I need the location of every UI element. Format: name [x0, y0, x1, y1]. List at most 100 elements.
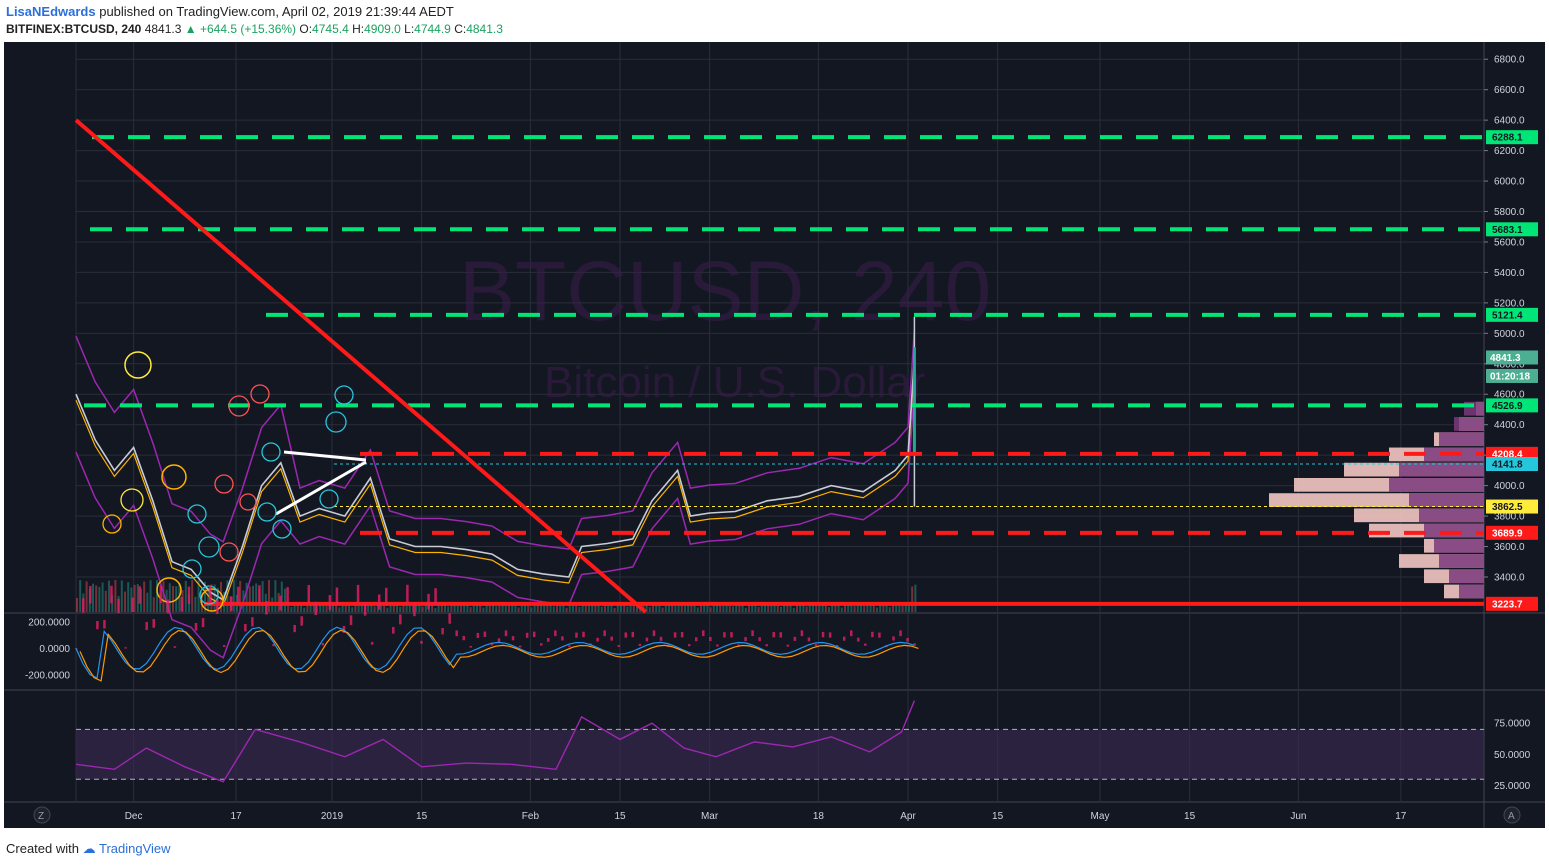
volume-bar: [690, 602, 693, 612]
level-tag: [1486, 222, 1538, 237]
horizontal-levels[interactable]: [84, 135, 1484, 606]
macd-histogram-bar: [159, 585, 163, 604]
high-value: 4909.0: [364, 22, 401, 36]
triangle-upper-line[interactable]: [283, 450, 367, 462]
wave-circle: [228, 395, 250, 417]
volume-bar: [716, 602, 718, 612]
volume-bar: [648, 607, 651, 612]
volume-bar: [98, 586, 101, 612]
volume-bar: [456, 605, 459, 612]
macd-histogram-bar: [370, 641, 374, 645]
trendline-group[interactable]: [74, 118, 647, 614]
zoom-icon: Z: [38, 811, 44, 822]
volume-bar: [232, 580, 235, 612]
macd-histogram-bar: [835, 644, 839, 647]
volume-bar: [348, 604, 350, 612]
volume-bar: [476, 602, 478, 612]
wave-circle: [219, 542, 239, 562]
volume-bar: [700, 603, 702, 612]
chart-canvas[interactable]: BTCUSD, 240 Bitcoin / U.S. Dollar 6800.0…: [4, 42, 1545, 828]
volume-bar: [488, 602, 491, 612]
macd-histogram-bar: [286, 587, 289, 605]
price-tag: [1486, 368, 1538, 383]
macd-histogram-bar: [300, 616, 303, 626]
volume-bar: [79, 580, 82, 612]
volume-bar: [581, 602, 584, 612]
triangle-lower-line[interactable]: [275, 460, 367, 516]
volume-bar: [95, 585, 98, 612]
wave-circle: [250, 384, 270, 404]
wave-circle: [198, 536, 220, 558]
volume-bar: [549, 602, 552, 612]
volume-bar: [450, 602, 453, 612]
volume-bar: [108, 580, 110, 612]
volume-bar: [757, 606, 760, 612]
volume-bar: [914, 584, 917, 612]
volume-bar: [901, 605, 904, 612]
macd-histogram-bar: [857, 637, 860, 642]
volume-bar: [552, 606, 555, 612]
chart-background: [4, 42, 1545, 828]
volume-bar: [226, 580, 229, 612]
triangle-pattern[interactable]: [275, 450, 367, 516]
volume-bar: [207, 588, 210, 612]
macd-histogram-bar: [814, 643, 818, 647]
volume-bar: [133, 584, 136, 612]
volume-profile-sell-bar: [1439, 432, 1484, 447]
footer: Created with ☁ TradingView: [6, 841, 171, 857]
volume-bar: [860, 602, 862, 612]
volume-bar: [738, 602, 741, 612]
date-tick-label: 15: [416, 811, 428, 822]
price-tick-label: 3400.0: [1494, 572, 1525, 583]
price-tick-label: 4400.0: [1494, 420, 1525, 431]
descending-trendline[interactable]: [74, 118, 647, 614]
volume-bar: [501, 602, 504, 612]
macd-histogram-bar: [222, 645, 226, 647]
macd-histogram-bar: [131, 597, 134, 612]
macd-histogram-bar: [659, 636, 663, 641]
volume-bar: [248, 586, 251, 612]
macd-histogram-bar: [786, 644, 790, 647]
date-tick-label: 15: [614, 811, 626, 822]
volume-bar: [562, 603, 565, 612]
volume-bar: [616, 603, 619, 612]
publish-info: published on TradingView.com, April 02, …: [99, 4, 454, 19]
auto-scale-button[interactable]: A: [1503, 806, 1521, 824]
volume-bar: [578, 606, 581, 612]
macd-histogram-bar: [145, 621, 148, 630]
volume-bar: [367, 602, 370, 612]
volume-bar: [504, 606, 507, 612]
volume-bar: [898, 605, 901, 612]
cloud-icon: ☁: [82, 841, 96, 856]
volume-bar: [508, 605, 510, 612]
volume-bar: [671, 604, 674, 612]
watermark-symbol: BTCUSD, 240: [459, 244, 991, 338]
volume-bar: [815, 605, 818, 612]
volume-bar: [719, 605, 722, 612]
volume-bar: [645, 602, 648, 612]
volume-bar: [636, 605, 638, 612]
author-link[interactable]: LisaNEdwards: [6, 4, 96, 19]
volume-bar: [306, 603, 309, 612]
macd-histogram-bar: [103, 620, 106, 629]
macd-histogram-bar: [406, 584, 409, 603]
volume-bar: [472, 604, 475, 612]
volume-bar: [338, 607, 341, 612]
macd-histogram-bar: [779, 632, 783, 638]
level-tag-label: 5683.1: [1492, 225, 1523, 236]
wave-circle: [161, 464, 187, 490]
open-value: 4745.4: [312, 22, 349, 36]
date-axis[interactable]: Dec 17 2019 15 Feb 15 Mar 18 Apr 15 May 15 Jun 17: [125, 811, 1407, 822]
macd-histogram-bar: [568, 645, 571, 648]
macd-histogram-bar: [279, 595, 282, 611]
volume-bar: [536, 602, 539, 612]
volume-bar: [213, 584, 216, 612]
zoom-button-left[interactable]: Z: [33, 806, 51, 824]
volume-bar: [812, 602, 814, 612]
volume-bar: [293, 604, 296, 612]
price-tag: [1486, 350, 1538, 365]
volume-bar: [687, 605, 690, 612]
macd-histogram-bar: [878, 632, 881, 638]
macd-histogram-bar: [709, 637, 712, 642]
tradingview-link[interactable]: TradingView: [99, 841, 171, 856]
